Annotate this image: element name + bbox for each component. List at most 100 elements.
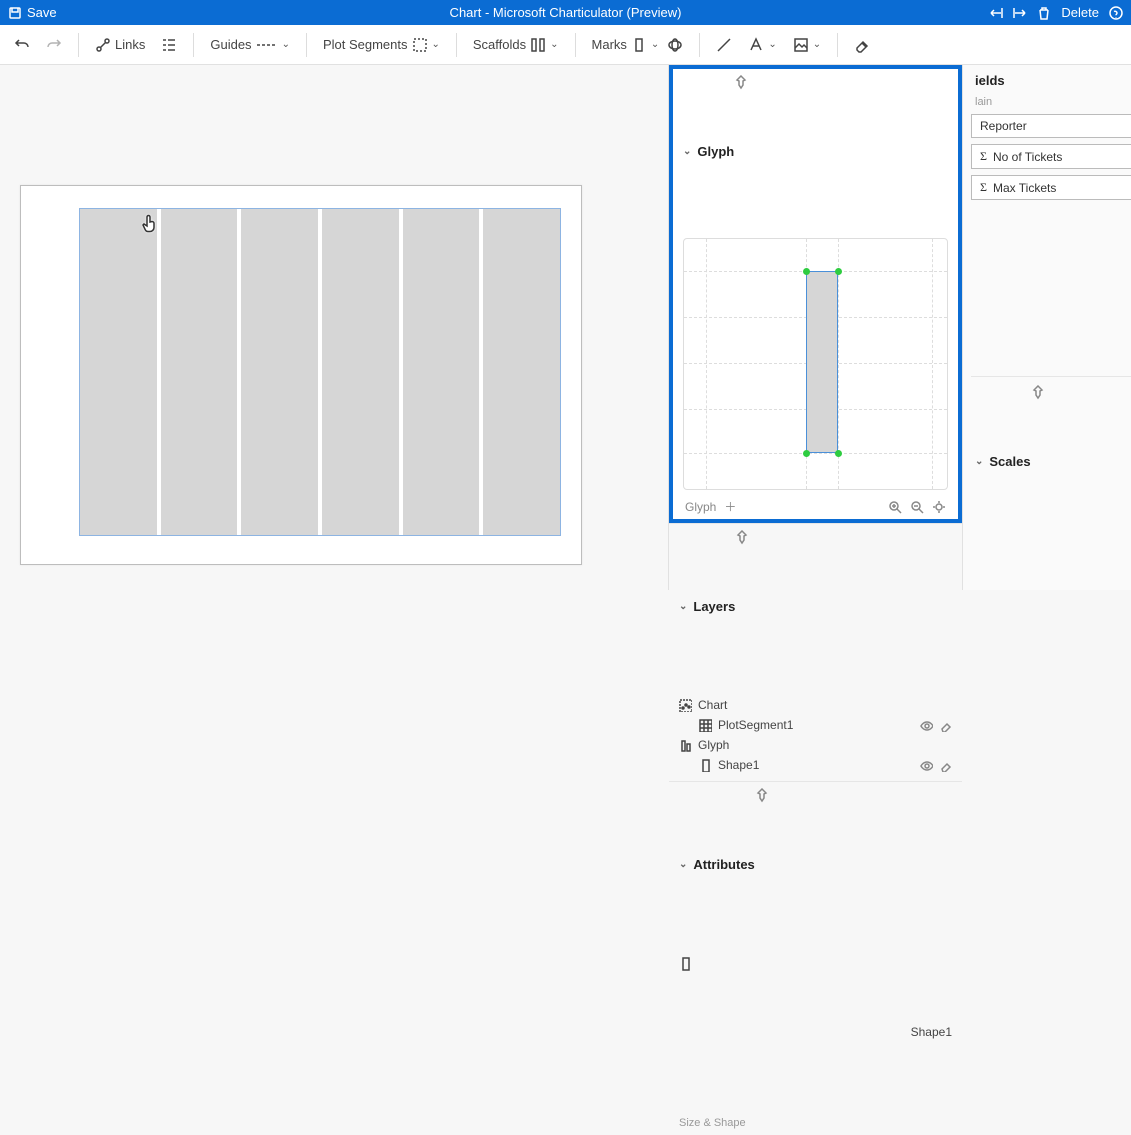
sigma-icon: Σ: [980, 149, 987, 164]
pin-icon[interactable]: [755, 788, 1055, 941]
eye-icon[interactable]: [920, 759, 933, 772]
layer-glyph-row[interactable]: Glyph: [679, 735, 952, 755]
layers-panel-header[interactable]: ⌄ Layers: [669, 523, 962, 689]
scales-title: Scales: [989, 454, 1030, 469]
text-tool-button[interactable]: ⌄: [744, 34, 780, 56]
save-label: Save: [27, 5, 57, 20]
layer-plotsegment-label: PlotSegment1: [718, 718, 793, 732]
field-max-tickets[interactable]: Σ Max Tickets: [971, 175, 1131, 200]
field-no-of-tickets-label: No of Tickets: [993, 150, 1062, 164]
layer-shape-label: Shape1: [718, 758, 759, 772]
zoom-in-icon[interactable]: [888, 500, 902, 514]
scaffolds-button[interactable]: Scaffolds ⌄: [469, 34, 563, 56]
chevron-down-icon: ⌄: [282, 39, 290, 50]
fit-horizontal-right-icon[interactable]: [1013, 6, 1027, 20]
scales-panel-header[interactable]: ⌄ Scales: [971, 377, 1131, 546]
main-area: ⌄ Glyph Glyph ＋: [0, 65, 1131, 590]
layer-chart-label: Chart: [698, 698, 727, 712]
glyph-footer: Glyph ＋: [673, 494, 958, 515]
eraser-icon: [854, 37, 870, 53]
layer-plotsegment-row[interactable]: PlotSegment1: [679, 715, 952, 735]
layers-tree: Chart PlotSegment1 Glyph Shape1: [669, 689, 962, 781]
eye-icon[interactable]: [920, 719, 933, 732]
guides-button[interactable]: Guides ⌄: [206, 34, 294, 56]
fields-title: ields: [975, 73, 1005, 88]
icon-tool-button[interactable]: ⌄: [789, 34, 825, 56]
grid-icon: [699, 719, 712, 732]
attributes-shape-row[interactable]: Shape1: [679, 953, 952, 1111]
chevron-down-icon: ⌄: [679, 859, 687, 870]
attributes-body: Shape1 Size & Shape: [669, 947, 962, 1135]
undo-icon: [14, 37, 30, 53]
erase-icon[interactable]: [939, 719, 952, 732]
scales-panel: ⌄ Scales: [971, 376, 1131, 546]
plot-bar[interactable]: [80, 209, 157, 535]
glyph-shape[interactable]: [806, 271, 838, 453]
sigma-icon: Σ: [980, 180, 987, 195]
window-title: Chart - Microsoft Charticulator (Preview…: [450, 5, 682, 20]
guides-label: Guides: [210, 37, 251, 52]
glyph-panel-header[interactable]: ⌄ Glyph: [673, 69, 958, 234]
eraser-button[interactable]: [850, 34, 874, 56]
layers-title: Layers: [693, 599, 735, 614]
layer-glyph-label: Glyph: [698, 738, 729, 752]
resize-handle[interactable]: [835, 450, 842, 457]
pin-icon[interactable]: [1031, 385, 1131, 538]
field-reporter-label: Reporter: [980, 119, 1027, 133]
resize-handle[interactable]: [803, 450, 810, 457]
fit-view-icon[interactable]: [932, 500, 946, 514]
marks-label: Marks: [592, 37, 627, 52]
line-tool-button[interactable]: [712, 34, 736, 56]
toolbar: Links Guides ⌄ Plot Segments ⌄ Scaffolds…: [0, 25, 1131, 65]
title-bar: Save Chart - Microsoft Charticulator (Pr…: [0, 0, 1131, 25]
zoom-out-icon[interactable]: [910, 500, 924, 514]
field-reporter[interactable]: Reporter: [971, 114, 1131, 138]
rect-icon: [699, 759, 712, 772]
undo-button[interactable]: [10, 34, 34, 56]
layer-chart-row[interactable]: Chart: [679, 695, 952, 715]
plot-region-icon: [412, 37, 428, 53]
marks-button[interactable]: Marks ⌄: [588, 34, 688, 56]
links-button[interactable]: Links: [91, 34, 149, 56]
cursor-pointer-icon: [141, 214, 159, 239]
mark-rect-icon: [631, 37, 647, 53]
legend-icon: [161, 37, 177, 53]
fields-panel-header[interactable]: ields ···: [971, 73, 1131, 94]
save-icon: [8, 6, 22, 20]
plot-segments-button[interactable]: Plot Segments ⌄: [319, 34, 444, 56]
erase-icon[interactable]: [939, 759, 952, 772]
resize-handle[interactable]: [835, 268, 842, 275]
trash-icon[interactable]: [1037, 6, 1051, 20]
plot-bar[interactable]: [161, 209, 238, 535]
legend-button[interactable]: [157, 34, 181, 56]
fit-horizontal-left-icon[interactable]: [989, 6, 1003, 20]
plot-bar[interactable]: [483, 209, 560, 535]
plot-bar[interactable]: [403, 209, 480, 535]
resize-handle[interactable]: [803, 268, 810, 275]
layer-shape-row[interactable]: Shape1: [679, 755, 952, 775]
panel-stack: ⌄ Glyph Glyph ＋: [668, 65, 962, 590]
mark-ellipse-icon: [667, 37, 683, 53]
plot-bar[interactable]: [241, 209, 318, 535]
titlebar-right-tools: Delete: [989, 5, 1123, 20]
redo-button[interactable]: [42, 34, 66, 56]
glyph-panel: ⌄ Glyph Glyph ＋: [669, 65, 962, 523]
delete-label[interactable]: Delete: [1061, 5, 1099, 20]
chevron-down-icon: ⌄: [651, 39, 659, 50]
field-no-of-tickets[interactable]: Σ No of Tickets: [971, 144, 1131, 169]
plot-segment-area[interactable]: [79, 208, 561, 536]
glyph-editor[interactable]: [683, 238, 948, 490]
plot-bar[interactable]: [322, 209, 399, 535]
chevron-down-icon: ⌄: [975, 456, 983, 467]
save-button[interactable]: Save: [8, 5, 57, 20]
chart-frame: [20, 185, 582, 565]
glyph-title: Glyph: [697, 144, 734, 159]
chevron-down-icon: ⌄: [679, 601, 687, 612]
chevron-down-icon: ⌄: [432, 39, 440, 50]
attributes-panel-header[interactable]: ⌄ Attributes: [669, 781, 962, 947]
scaffold-icon: [530, 37, 546, 53]
add-glyph-button[interactable]: ＋: [724, 498, 736, 515]
chart-canvas[interactable]: [0, 65, 668, 590]
help-icon[interactable]: [1109, 6, 1123, 20]
chevron-down-icon: ⌄: [768, 39, 776, 50]
